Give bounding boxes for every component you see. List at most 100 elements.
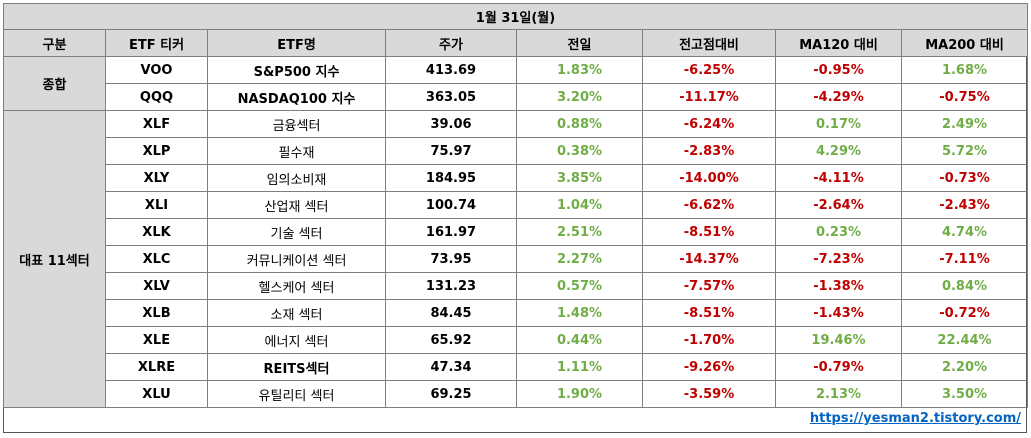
ticker-cell: XLK (105, 218, 208, 246)
price-cell: 413.69 (385, 56, 517, 84)
ticker-cell: XLU (105, 380, 208, 408)
price-cell: 84.45 (385, 299, 517, 327)
from-peak-cell: -14.37% (642, 245, 776, 273)
ma120-cell: 0.23% (775, 218, 902, 246)
ticker-cell: XLP (105, 137, 208, 165)
ma200-cell: 4.74% (901, 218, 1028, 246)
table-row: XLP 필수재 75.97 0.38% -2.83% 4.29% 5.72% (4, 137, 1028, 165)
ma200-cell: 2.20% (901, 353, 1028, 381)
etf-name-cell: 유틸리티 섹터 (207, 380, 386, 408)
from-peak-cell: -6.24% (642, 110, 776, 138)
etf-name-cell: 산업재 섹터 (207, 191, 386, 219)
price-cell: 69.25 (385, 380, 517, 408)
ticker-cell: XLF (105, 110, 208, 138)
prev-day-change-cell: 1.83% (516, 56, 643, 84)
ma120-cell: 2.13% (775, 380, 902, 408)
from-peak-cell: -8.51% (642, 299, 776, 327)
etf-table: 1월 31일(월) 구분 ETF 티커 ETF명 주가 전일 전고점대비 MA120 대비 M… (3, 3, 1028, 408)
ma120-cell: -4.11% (775, 164, 902, 192)
table-row: XLU 유틸리티 섹터 69.25 1.90% -3.59% 2.13% 3.50% (4, 380, 1028, 408)
price-cell: 184.95 (385, 164, 517, 192)
footer: https://yesman2.tistory.com/ (3, 408, 1027, 433)
price-cell: 47.34 (385, 353, 517, 381)
blog-link[interactable]: https://yesman2.tistory.com/ (809, 411, 1021, 426)
table-row: 종합 VOO S&P500 지수 413.69 1.83% -6.25% -0.95% 1.6… (3, 56, 1028, 111)
ma120-cell: -4.29% (775, 83, 902, 111)
column-header: ETF 티커 (105, 29, 208, 57)
prev-day-change-cell: 2.51% (516, 218, 643, 246)
price-cell: 65.92 (385, 326, 517, 354)
prev-day-change-cell: 0.44% (516, 326, 643, 354)
prev-day-change-cell: 3.20% (516, 83, 643, 111)
prev-day-change-cell: 1.48% (516, 299, 643, 327)
from-peak-cell: -6.25% (642, 56, 776, 84)
ma200-cell: -0.75% (901, 83, 1028, 111)
etf-name-cell: 에너지 섹터 (207, 326, 386, 354)
prev-day-change-cell: 1.11% (516, 353, 643, 381)
etf-name-cell: 금융섹터 (207, 110, 386, 138)
column-header: MA200 대비 (901, 29, 1028, 57)
price-cell: 100.74 (385, 191, 517, 219)
ticker-cell: XLC (105, 245, 208, 273)
etf-name-cell: 커뮤니케이션 섹터 (207, 245, 386, 273)
ma200-cell: -0.73% (901, 164, 1028, 192)
from-peak-cell: -9.26% (642, 353, 776, 381)
ma120-cell: -0.79% (775, 353, 902, 381)
prev-day-change-cell: 1.04% (516, 191, 643, 219)
ma200-cell: 0.84% (901, 272, 1028, 300)
table-row: XLRE REITS섹터 47.34 1.11% -9.26% -0.79% 2.20% (4, 353, 1028, 381)
from-peak-cell: -11.17% (642, 83, 776, 111)
price-cell: 73.95 (385, 245, 517, 273)
prev-day-change-cell: 2.27% (516, 245, 643, 273)
etf-name-cell: REITS섹터 (207, 353, 386, 381)
price-cell: 161.97 (385, 218, 517, 246)
price-cell: 75.97 (385, 137, 517, 165)
etf-name-cell: NASDAQ100 지수 (207, 83, 386, 111)
from-peak-cell: -14.00% (642, 164, 776, 192)
column-header: 주가 (385, 29, 517, 57)
table-row: XLV 헬스케어 섹터 131.23 0.57% -7.57% -1.38% 0.84% (4, 272, 1028, 300)
ma200-cell: 2.49% (901, 110, 1028, 138)
table-row: XLE 에너지 섹터 65.92 0.44% -1.70% 19.46% 22.44% (4, 326, 1028, 354)
table-row: XLB 소재 섹터 84.45 1.48% -8.51% -1.43% -0.72% (4, 299, 1028, 327)
ma200-cell: 1.68% (901, 56, 1028, 84)
etf-name-cell: 임의소비재 (207, 164, 386, 192)
etf-name-cell: 필수재 (207, 137, 386, 165)
etf-name-cell: 기술 섹터 (207, 218, 386, 246)
prev-day-change-cell: 1.90% (516, 380, 643, 408)
ma120-cell: 19.46% (775, 326, 902, 354)
ma200-cell: -0.72% (901, 299, 1028, 327)
ma120-cell: 0.17% (775, 110, 902, 138)
ticker-cell: XLE (105, 326, 208, 354)
from-peak-cell: -6.62% (642, 191, 776, 219)
table-row: QQQ NASDAQ100 지수 363.05 3.20% -11.17% -4.29% -… (4, 83, 1028, 111)
ma200-cell: 5.72% (901, 137, 1028, 165)
ticker-cell: QQQ (105, 83, 208, 111)
column-header: 구분 (3, 29, 106, 57)
from-peak-cell: -3.59% (642, 380, 776, 408)
ticker-cell: VOO (105, 56, 208, 84)
ticker-cell: XLI (105, 191, 208, 219)
column-header: 전일 (516, 29, 643, 57)
ticker-cell: XLY (105, 164, 208, 192)
table-row: XLY 임의소비재 184.95 3.85% -14.00% -4.11% -0.73% (4, 164, 1028, 192)
ma200-cell: -7.11% (901, 245, 1028, 273)
ma120-cell: -2.64% (775, 191, 902, 219)
group-label: 종합 (3, 56, 106, 111)
ticker-cell: XLRE (105, 353, 208, 381)
date-title: 1월 31일(월) (3, 3, 1028, 30)
table-row: 대표 11섹터 XLF 금융섹터 39.06 0.88% -6.24% 0.17% 2.49% (3, 110, 1028, 408)
etf-name-cell: 소재 섹터 (207, 299, 386, 327)
from-peak-cell: -2.83% (642, 137, 776, 165)
column-header: MA120 대비 (775, 29, 902, 57)
table-row: XLI 산업재 섹터 100.74 1.04% -6.62% -2.64% -2.43% (4, 191, 1028, 219)
group-label: 대표 11섹터 (3, 110, 106, 408)
header-row: 구분 ETF 티커 ETF명 주가 전일 전고점대비 MA120 대비 MA200 대비 (3, 29, 1028, 57)
from-peak-cell: -8.51% (642, 218, 776, 246)
prev-day-change-cell: 0.57% (516, 272, 643, 300)
table-row: XLC 커뮤니케이션 섹터 73.95 2.27% -14.37% -7.23% -7.11… (4, 245, 1028, 273)
ma200-cell: -2.43% (901, 191, 1028, 219)
ma120-cell: 4.29% (775, 137, 902, 165)
from-peak-cell: -1.70% (642, 326, 776, 354)
etf-name-cell: 헬스케어 섹터 (207, 272, 386, 300)
